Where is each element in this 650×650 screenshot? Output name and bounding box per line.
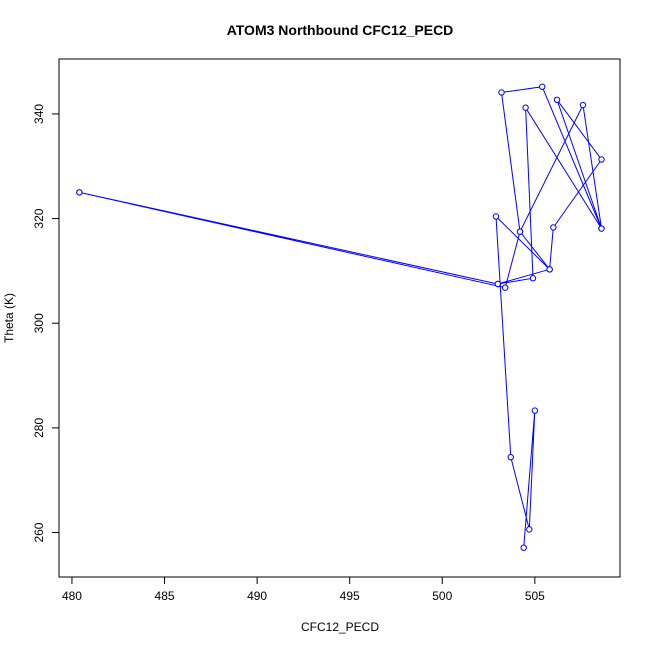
y-tick-label: 320 bbox=[32, 208, 46, 228]
data-point bbox=[507, 453, 514, 461]
y-tick-label: 340 bbox=[32, 104, 46, 124]
data-point bbox=[539, 83, 546, 90]
data-point bbox=[522, 104, 529, 111]
data-point bbox=[531, 407, 539, 414]
y-tick-label: 300 bbox=[32, 313, 46, 333]
data-point bbox=[598, 156, 605, 163]
x-tick-label: 495 bbox=[340, 589, 360, 603]
data-point bbox=[492, 213, 500, 220]
chart-title: ATOM3 Northbound CFC12_PECD bbox=[227, 22, 454, 38]
data-point bbox=[529, 275, 537, 282]
data-point bbox=[553, 96, 561, 104]
data-point bbox=[550, 224, 557, 231]
y-axis: 260 280 300 320 340 bbox=[32, 104, 59, 543]
series-line bbox=[79, 86, 603, 548]
data-point bbox=[598, 225, 605, 232]
x-tick-label: 485 bbox=[155, 589, 175, 603]
data-point bbox=[494, 280, 502, 288]
data-point bbox=[579, 101, 587, 109]
data-point bbox=[520, 544, 527, 551]
data-point bbox=[526, 526, 533, 533]
x-tick-label: 480 bbox=[62, 589, 82, 603]
plot-frame bbox=[58, 58, 621, 578]
y-axis-label: Theta (K) bbox=[2, 293, 16, 343]
x-tick-label: 505 bbox=[525, 589, 545, 603]
x-axis: 480 485 490 495 500 505 bbox=[62, 577, 545, 603]
data-point bbox=[76, 189, 83, 196]
data-point bbox=[516, 228, 524, 235]
x-tick-label: 490 bbox=[247, 589, 267, 603]
y-tick-label: 280 bbox=[32, 418, 46, 438]
data-points bbox=[76, 83, 605, 551]
x-tick-label: 500 bbox=[432, 589, 452, 603]
data-point bbox=[546, 266, 553, 273]
data-point bbox=[498, 89, 505, 96]
y-tick-label: 260 bbox=[32, 522, 46, 542]
x-axis-label: CFC12_PECD bbox=[301, 620, 379, 634]
data-point bbox=[502, 284, 509, 291]
